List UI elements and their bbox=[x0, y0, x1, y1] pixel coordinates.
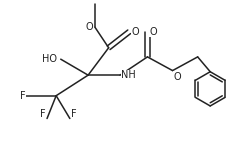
Text: NH: NH bbox=[121, 70, 136, 80]
Text: O: O bbox=[150, 27, 157, 37]
Text: HO: HO bbox=[42, 54, 57, 64]
Text: F: F bbox=[71, 109, 77, 119]
Text: O: O bbox=[174, 72, 181, 82]
Text: F: F bbox=[20, 91, 25, 101]
Text: F: F bbox=[40, 109, 46, 119]
Text: O: O bbox=[85, 22, 93, 32]
Text: O: O bbox=[131, 27, 139, 37]
